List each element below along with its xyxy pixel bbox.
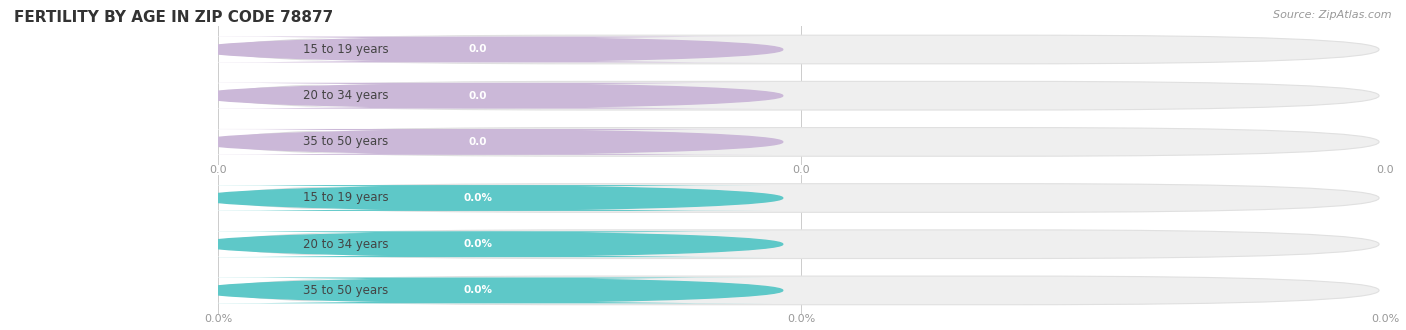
Text: 35 to 50 years: 35 to 50 years [304,135,388,148]
FancyBboxPatch shape [183,278,772,303]
Text: 0.0: 0.0 [468,91,486,101]
FancyBboxPatch shape [183,129,772,155]
FancyBboxPatch shape [183,37,772,62]
FancyBboxPatch shape [224,128,1379,156]
Circle shape [194,279,783,302]
Text: 20 to 34 years: 20 to 34 years [304,238,388,251]
Text: 20 to 34 years: 20 to 34 years [304,89,388,102]
FancyBboxPatch shape [117,83,554,109]
Text: 15 to 19 years: 15 to 19 years [304,43,389,56]
Text: 0.0%: 0.0% [1371,314,1399,323]
Text: 0.0: 0.0 [793,165,810,175]
Circle shape [194,233,783,256]
Text: 0.0%: 0.0% [204,314,232,323]
Text: 0.0: 0.0 [209,165,226,175]
Text: 0.0%: 0.0% [463,285,492,295]
Circle shape [194,186,783,210]
Text: 0.0: 0.0 [1376,165,1393,175]
Text: 0.0%: 0.0% [787,314,815,323]
FancyBboxPatch shape [117,129,554,155]
Text: FERTILITY BY AGE IN ZIP CODE 78877: FERTILITY BY AGE IN ZIP CODE 78877 [14,10,333,25]
FancyBboxPatch shape [224,230,1379,258]
Text: 0.0%: 0.0% [463,193,492,203]
FancyBboxPatch shape [117,278,554,303]
Text: 15 to 19 years: 15 to 19 years [304,191,389,205]
Text: 0.0: 0.0 [468,137,486,147]
FancyBboxPatch shape [224,184,1379,212]
FancyBboxPatch shape [117,37,554,62]
Text: 35 to 50 years: 35 to 50 years [304,284,388,297]
FancyBboxPatch shape [117,231,554,257]
FancyBboxPatch shape [224,82,1379,110]
Text: Source: ZipAtlas.com: Source: ZipAtlas.com [1274,10,1392,20]
Circle shape [194,84,783,107]
FancyBboxPatch shape [224,276,1379,305]
Text: 0.0: 0.0 [468,45,486,54]
FancyBboxPatch shape [117,185,554,211]
FancyBboxPatch shape [183,83,772,109]
Text: 0.0%: 0.0% [463,239,492,249]
FancyBboxPatch shape [183,231,772,257]
Circle shape [194,38,783,61]
FancyBboxPatch shape [224,35,1379,64]
Circle shape [194,130,783,153]
FancyBboxPatch shape [183,185,772,211]
